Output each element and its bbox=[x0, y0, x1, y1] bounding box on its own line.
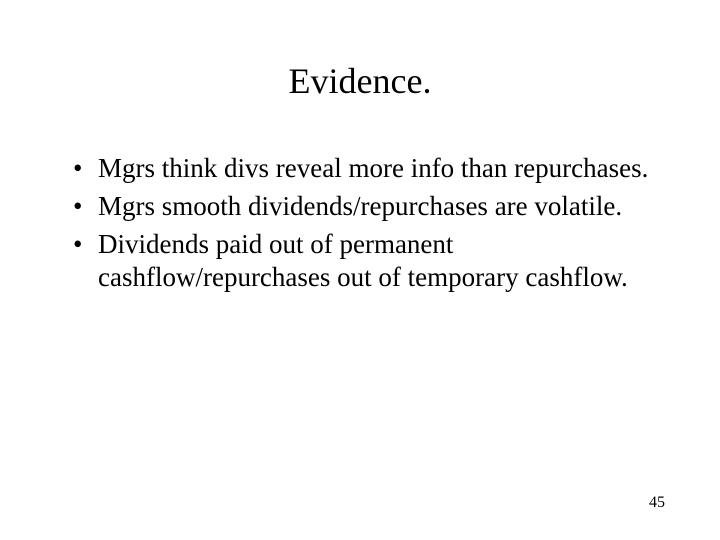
slide-title: Evidence. bbox=[70, 60, 650, 102]
bullet-item: Dividends paid out of permanent cashflow… bbox=[70, 228, 650, 296]
bullet-item: Mgrs think divs reveal more info than re… bbox=[70, 152, 650, 186]
bullet-item: Mgrs smooth dividends/repurchases are vo… bbox=[70, 190, 650, 224]
bullet-list: Mgrs think divs reveal more info than re… bbox=[70, 152, 650, 295]
page-number: 45 bbox=[649, 494, 665, 512]
